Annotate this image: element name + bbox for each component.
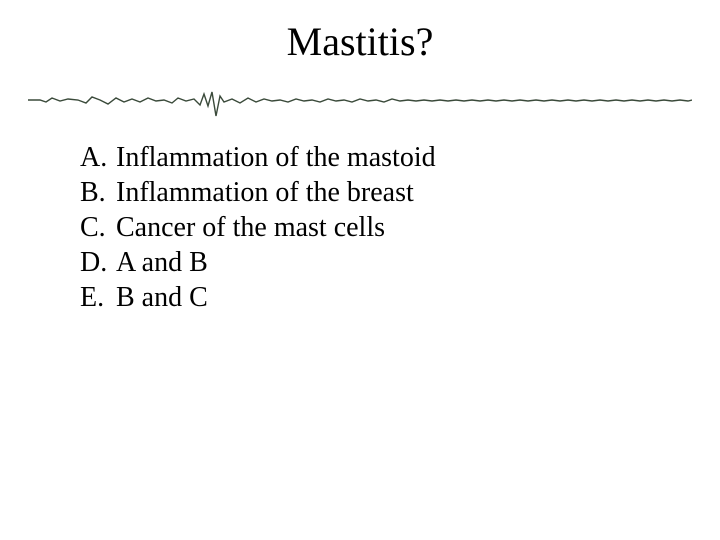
option-a: A. Inflammation of the mastoid [80, 140, 436, 175]
option-e-text: B and C [116, 280, 208, 315]
option-b: B. Inflammation of the breast [80, 175, 436, 210]
divider-squiggle [28, 88, 692, 128]
option-b-label: B. [80, 175, 116, 210]
slide: Mastitis? A. Inflammation of the mastoid… [0, 0, 720, 540]
option-a-text: Inflammation of the mastoid [116, 140, 436, 175]
options-list: A. Inflammation of the mastoid B. Inflam… [80, 140, 436, 315]
option-c-text: Cancer of the mast cells [116, 210, 385, 245]
option-c: C. Cancer of the mast cells [80, 210, 436, 245]
option-d: D. A and B [80, 245, 436, 280]
option-b-text: Inflammation of the breast [116, 175, 414, 210]
option-a-label: A. [80, 140, 116, 175]
option-e: E. B and C [80, 280, 436, 315]
option-d-label: D. [80, 245, 116, 280]
option-d-text: A and B [116, 245, 208, 280]
divider-path [28, 92, 692, 116]
question-title: Mastitis? [0, 18, 720, 65]
option-c-label: C. [80, 210, 116, 245]
option-e-label: E. [80, 280, 116, 315]
